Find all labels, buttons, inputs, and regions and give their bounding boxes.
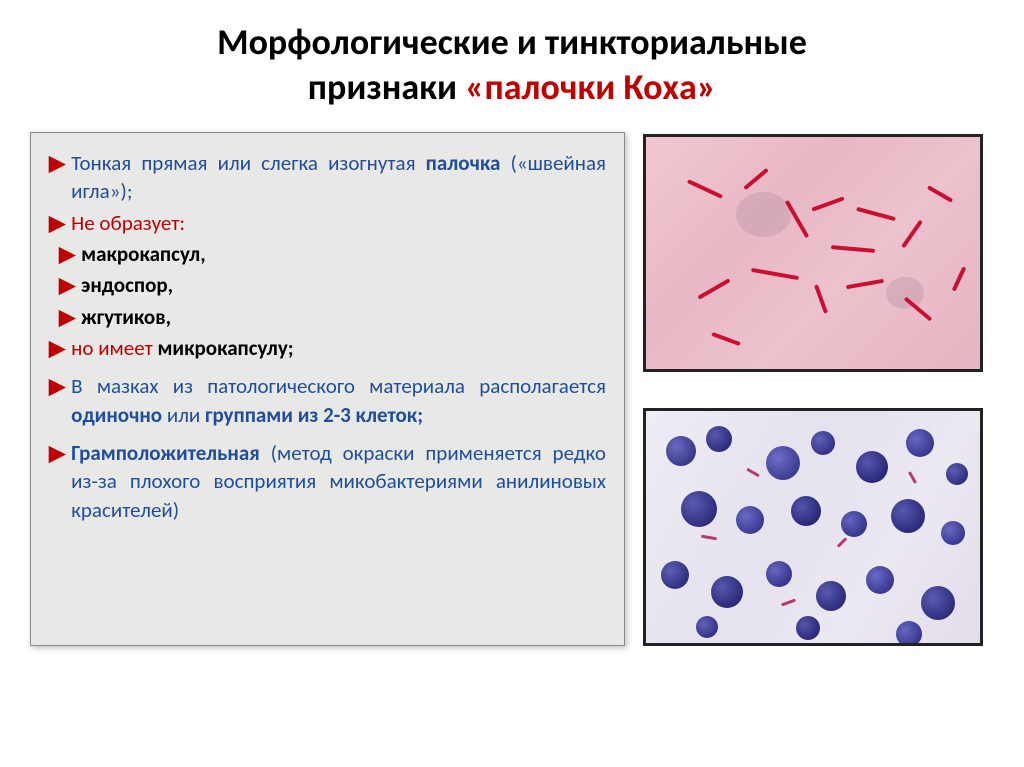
bullet-arrow-icon: ▶: [59, 303, 75, 331]
bullet-arrow-icon: ▶: [49, 439, 65, 524]
micrograph-top: [643, 134, 983, 372]
b3: макрокапсул,: [81, 240, 606, 268]
bullet-arrow-icon: ▶: [49, 334, 65, 362]
title-line1: Морфологические и тинкториальные: [217, 20, 807, 64]
micrograph-bottom: [643, 408, 983, 646]
b4: эндоспор,: [81, 271, 606, 299]
b5: жгутиков,: [81, 303, 606, 331]
b7-pre: В мазках из патологического материала ра…: [71, 373, 606, 399]
slide: Морфологические и тинкториальные признак…: [0, 0, 1024, 767]
b1-bold: палочка: [426, 150, 501, 176]
bullet-2: ▶ Не образует:: [49, 209, 606, 237]
b1-pre: Тонкая прямая или слегка изогнутая: [71, 150, 426, 176]
bullet-arrow-icon: ▶: [59, 240, 75, 268]
b7-bold2: группами из 2-3 клеток;: [205, 402, 423, 428]
bullet-arrow-icon: ▶: [49, 149, 65, 206]
bullet-3: ▶ макрокапсул,: [49, 240, 606, 268]
b6-red: но имеет: [71, 335, 157, 361]
bullet-arrow-icon: ▶: [49, 209, 65, 237]
bullet-7: ▶ В мазках из патологического материала …: [49, 372, 606, 429]
b7-bold1: одиночно: [71, 402, 162, 428]
b8-bold: Грамположительная: [71, 440, 260, 466]
bullet-8: ▶ Грамположительная (метод окраски приме…: [49, 439, 606, 524]
bullet-6: ▶ но имеет микрокапсулу;: [49, 334, 606, 362]
bullet-5: ▶ жгутиков,: [49, 303, 606, 331]
b2: Не образует:: [71, 209, 606, 237]
b7-mid: или: [162, 402, 205, 428]
slide-title: Морфологические и тинкториальные признак…: [30, 20, 994, 110]
bullet-4: ▶ эндоспор,: [49, 271, 606, 299]
images-column: [643, 132, 994, 646]
title-line2-black: признаки: [308, 65, 465, 109]
b6-bold: микрокапсулу;: [157, 335, 293, 361]
bullet-1: ▶ Тонкая прямая или слегка изогнутая пал…: [49, 149, 606, 206]
content-row: ▶ Тонкая прямая или слегка изогнутая пал…: [30, 132, 994, 646]
bullet-arrow-icon: ▶: [49, 372, 65, 429]
bullet-arrow-icon: ▶: [59, 271, 75, 299]
title-line2-red: «палочки Коха»: [465, 65, 716, 109]
text-box: ▶ Тонкая прямая или слегка изогнутая пал…: [30, 132, 625, 646]
